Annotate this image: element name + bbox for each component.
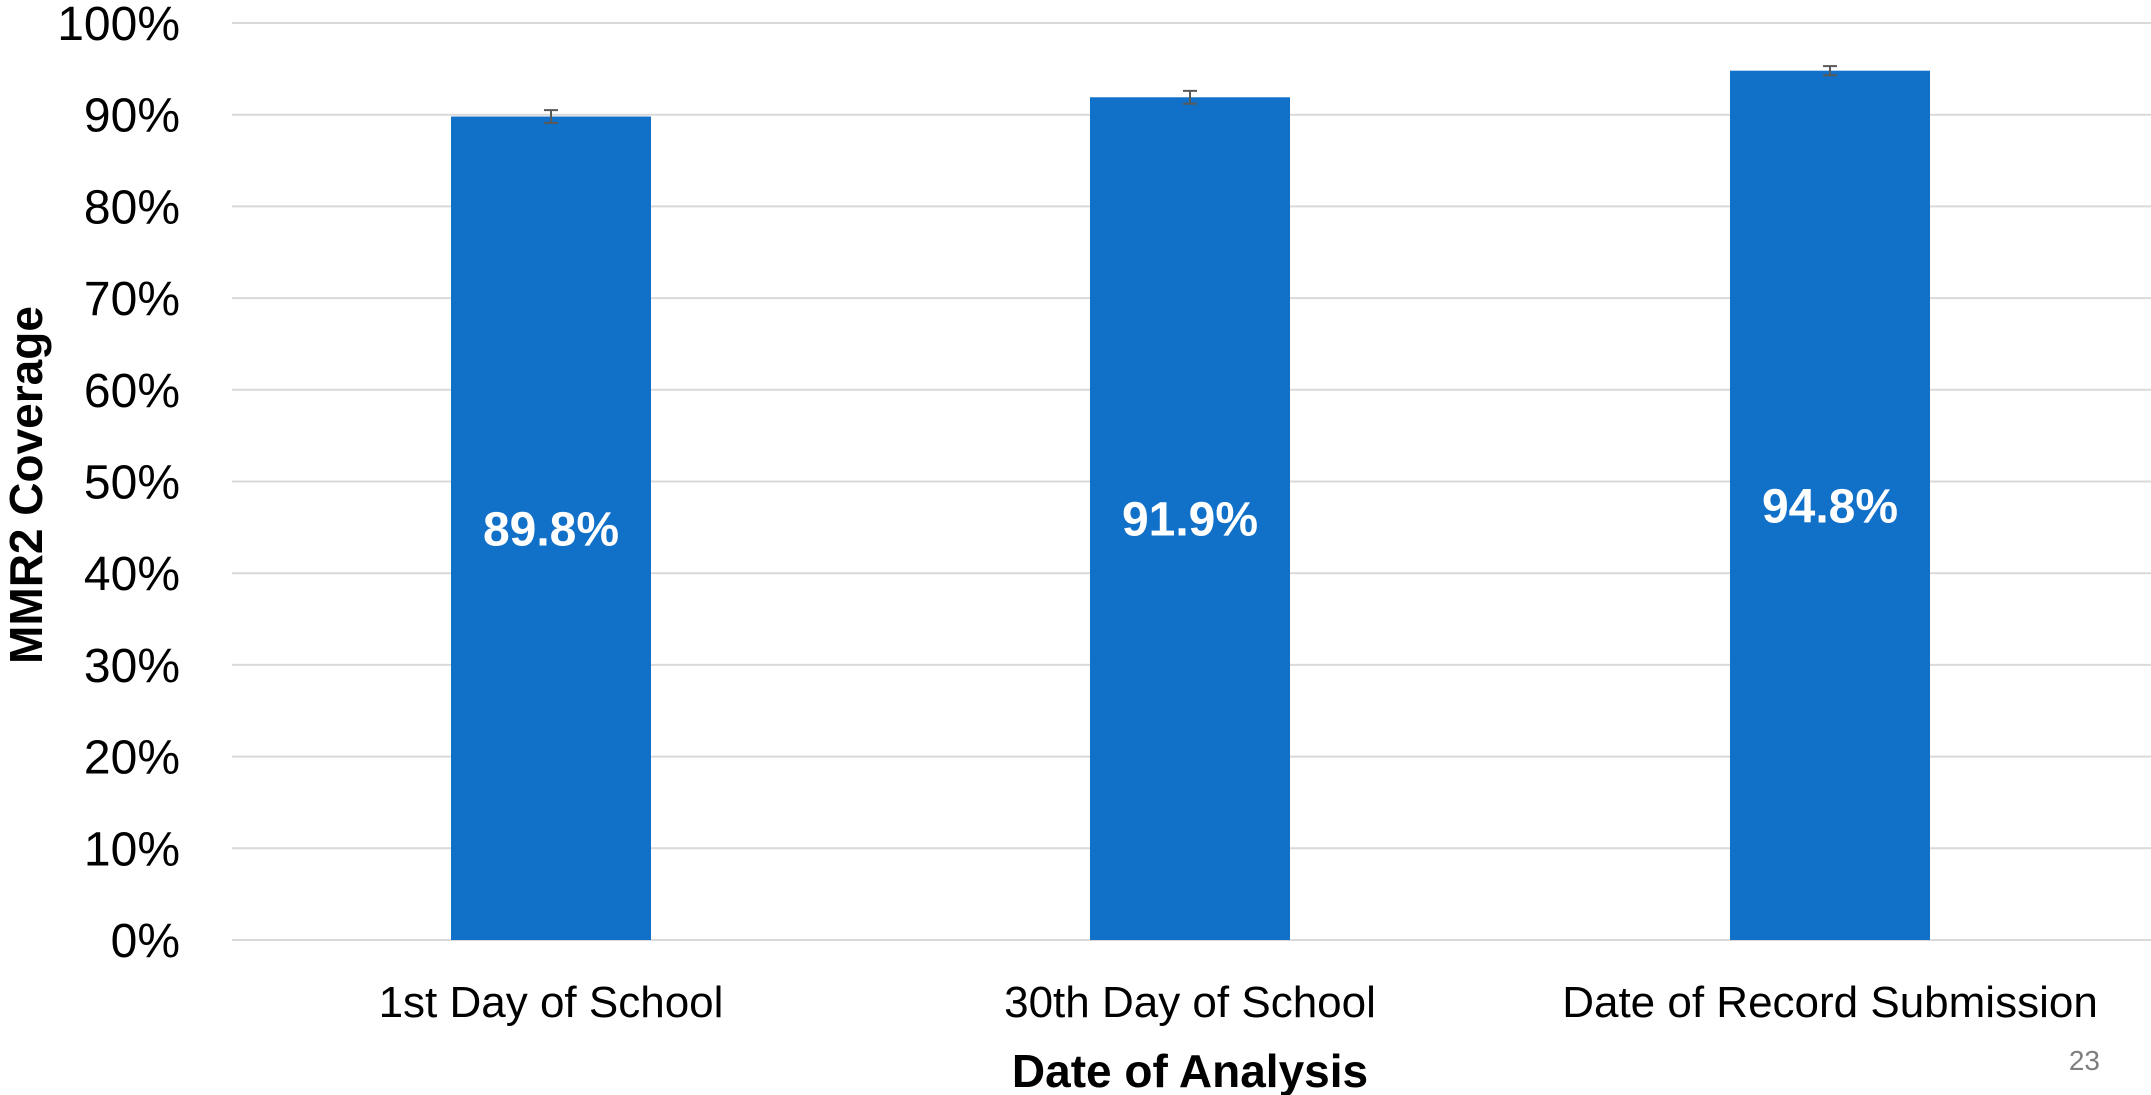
y-tick-label: 50% (84, 457, 180, 510)
y-tick-label: 60% (84, 365, 180, 418)
x-axis-title: Date of Analysis (1012, 1045, 1368, 1095)
bar (1090, 97, 1290, 941)
y-tick-labels: 0% 10% 20% 30% 40% 50% 60% 70% 80% 90% 100% (57, 0, 180, 968)
data-label: 91.9% (1122, 494, 1258, 547)
x-tick-label: 30th Day of School (1004, 978, 1376, 1027)
y-tick-label: 0% (111, 915, 180, 968)
data-label: 94.8% (1762, 480, 1898, 533)
x-tick-label: Date of Record Submission (1562, 978, 2098, 1027)
y-tick-label: 100% (57, 0, 180, 51)
data-label: 89.8% (483, 503, 619, 556)
error-bar (1183, 89, 1197, 105)
y-tick-label: 20% (84, 732, 180, 785)
bar (451, 116, 651, 940)
y-axis-title: MMR2 Coverage (0, 306, 52, 664)
error-bar (1823, 65, 1837, 77)
error-bar (544, 109, 558, 124)
y-tick-label: 30% (84, 640, 180, 693)
y-tick-label: 40% (84, 548, 180, 601)
y-tick-label: 10% (84, 823, 180, 876)
data-labels: 89.8% 91.9% 94.8% (483, 480, 1898, 556)
x-tick-labels: 1st Day of School 30th Day of School Date … (379, 978, 2098, 1027)
bars (451, 70, 1930, 941)
y-tick-label: 80% (84, 181, 180, 234)
error-bars (544, 65, 1837, 124)
y-tick-label: 90% (84, 90, 180, 143)
y-tick-label: 70% (84, 273, 180, 326)
page-number: 23 (2069, 1045, 2100, 1076)
x-tick-label: 1st Day of School (379, 978, 724, 1027)
bar (1730, 70, 1930, 940)
